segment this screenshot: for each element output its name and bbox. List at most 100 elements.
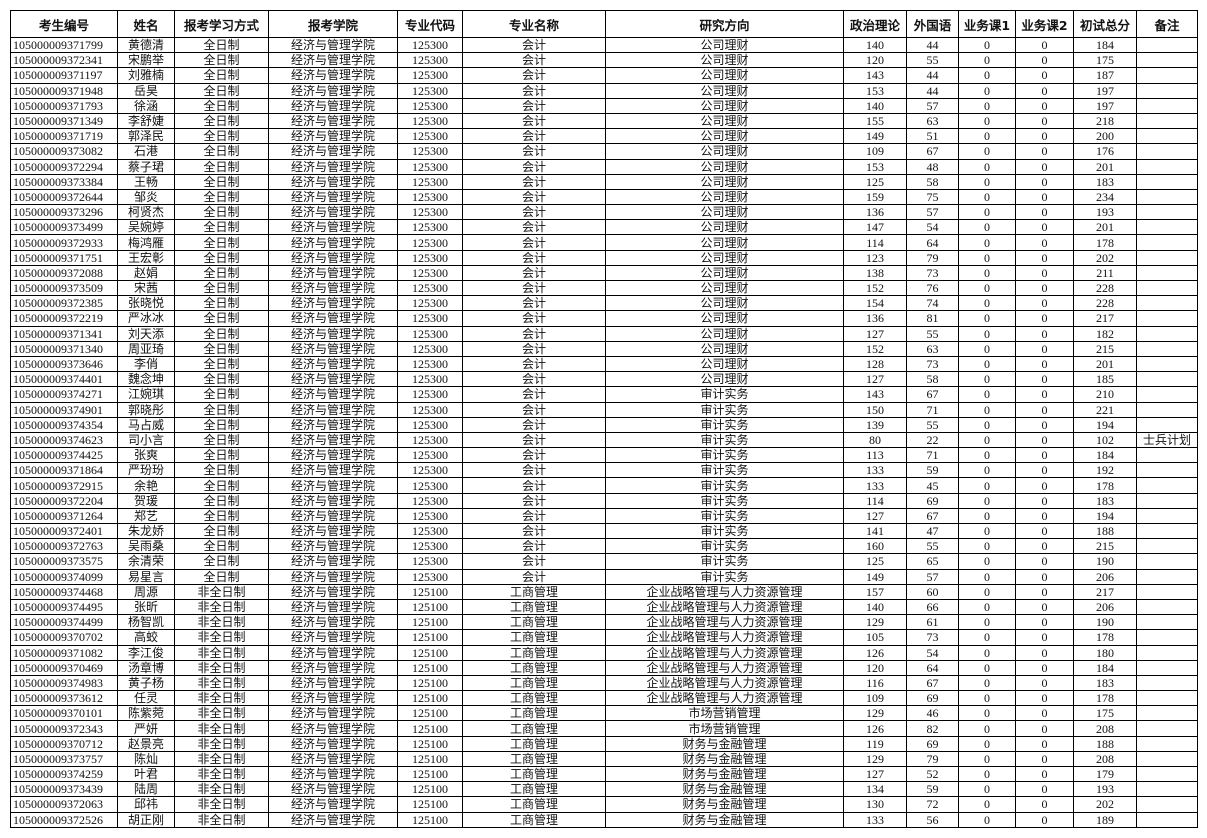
cell-study-mode: 非全日制 — [174, 720, 269, 737]
cell-course2-score: 0 — [1015, 553, 1074, 570]
cell-foreign-language-score: 59 — [906, 462, 959, 479]
cell-research-direction: 公司理财 — [605, 82, 844, 99]
cell-politics-score: 147 — [843, 219, 907, 236]
cell-total-score: 210 — [1073, 386, 1137, 403]
table-row: 105000009371082 李江俊 非全日制 经济与管理学院 125100 工商管理企… — [10, 644, 1198, 661]
cell-school: 经济与管理学院 — [268, 249, 398, 266]
cell-major-code: 125300 — [397, 538, 463, 555]
cell-candidate-id: 105000009371264 — [10, 507, 118, 525]
cell-study-mode: 全日制 — [174, 477, 269, 494]
cell-school: 经济与管理学院 — [268, 447, 398, 464]
cell-major-code: 125100 — [397, 765, 463, 783]
cell-foreign-language-score: 67 — [906, 674, 959, 692]
table-row: 105000009372644 邹炎 全日制 经济与管理学院 125300 会计 公司理财 1… — [10, 188, 1198, 206]
cell-remark — [1136, 295, 1198, 312]
cell-course2-score: 0 — [1015, 674, 1074, 692]
cell-candidate-id: 105000009370702 — [10, 629, 118, 646]
table-row: 105000009372385 张晓悦 全日制 经济与管理学院 125300 会计 公司理财… — [10, 295, 1198, 312]
cell-major-code: 125100 — [397, 659, 463, 676]
cell-foreign-language-score: 58 — [906, 173, 959, 190]
cell-course2-score: 0 — [1015, 431, 1074, 449]
cell-politics-score: 140 — [843, 36, 907, 54]
cell-study-mode: 全日制 — [174, 112, 269, 130]
cell-total-score: 206 — [1073, 568, 1137, 585]
cell-research-direction: 企业战略管理与人力资源管理 — [605, 629, 844, 646]
cell-major-name: 会计 — [462, 416, 606, 433]
cell-course2-score: 0 — [1015, 507, 1074, 525]
table-row: 105000009374401 魏念坤 全日制 经济与管理学院 125300 会计 公司理财… — [10, 371, 1198, 388]
table-row: 105000009374499 杨智凯 非全日制 经济与管理学院 125100 工商管理企… — [10, 614, 1198, 631]
cell-remark — [1136, 310, 1198, 327]
cell-remark — [1136, 765, 1198, 783]
cell-school: 经济与管理学院 — [268, 401, 398, 418]
header-row: 考生编号 姓名 报考学习方式 报考学院 专业代码 专业名称 研究方向 政治理论 外国语 业务课1 业… — [10, 10, 1198, 38]
cell-school: 经济与管理学院 — [268, 219, 398, 236]
cell-remark — [1136, 82, 1198, 99]
score-table: 考生编号 姓名 报考学习方式 报考学院 专业代码 专业名称 研究方向 政治理论 外国语 业务课1 业… — [10, 10, 1198, 828]
cell-school: 经济与管理学院 — [268, 598, 398, 616]
cell-remark — [1136, 705, 1198, 722]
cell-total-score: 180 — [1073, 644, 1137, 661]
cell-major-code: 125100 — [397, 674, 463, 692]
cell-course1-score: 0 — [958, 249, 1016, 266]
cell-major-code: 125300 — [397, 477, 463, 494]
cell-foreign-language-score: 65 — [906, 553, 959, 570]
cell-course1-score: 0 — [958, 598, 1016, 616]
cell-total-score: 187 — [1073, 67, 1137, 84]
cell-school: 经济与管理学院 — [268, 568, 398, 585]
cell-study-mode: 非全日制 — [174, 796, 269, 813]
table-row: 105000009372294 蔡子珺 全日制 经济与管理学院 125300 会计 公司理财… — [10, 158, 1198, 175]
cell-school: 经济与管理学院 — [268, 36, 398, 54]
cell-course2-score: 0 — [1015, 128, 1074, 145]
cell-politics-score: 136 — [843, 204, 907, 221]
cell-foreign-language-score: 57 — [906, 204, 959, 221]
cell-name: 严冰冰 — [117, 310, 175, 327]
cell-research-direction: 公司理财 — [605, 279, 844, 297]
cell-total-score: 188 — [1073, 735, 1137, 752]
cell-course2-score: 0 — [1015, 36, 1074, 54]
cell-course1-score: 0 — [958, 97, 1016, 114]
cell-study-mode: 非全日制 — [174, 735, 269, 752]
cell-remark — [1136, 371, 1198, 388]
cell-major-code: 125100 — [397, 644, 463, 661]
cell-major-name: 会计 — [462, 143, 606, 160]
cell-name: 徐涵 — [117, 97, 175, 114]
cell-name: 严妍 — [117, 720, 175, 737]
cell-study-mode: 非全日制 — [174, 598, 269, 616]
cell-remark — [1136, 219, 1198, 236]
cell-candidate-id: 105000009372526 — [10, 811, 118, 828]
cell-school: 经济与管理学院 — [268, 386, 398, 403]
cell-major-name: 会计 — [462, 325, 606, 342]
cell-course2-score: 0 — [1015, 750, 1074, 768]
cell-foreign-language-score: 56 — [906, 811, 959, 828]
table-row: 105000009372343 严妍 非全日制 经济与管理学院 125100 工商管理 市场… — [10, 720, 1198, 737]
cell-candidate-id: 105000009373296 — [10, 204, 118, 221]
cell-total-score: 190 — [1073, 553, 1137, 570]
cell-candidate-id: 105000009371948 — [10, 82, 118, 99]
cell-course1-score: 0 — [958, 112, 1016, 130]
cell-major-code: 125300 — [397, 97, 463, 114]
cell-school: 经济与管理学院 — [268, 522, 398, 540]
cell-name: 邹炎 — [117, 188, 175, 206]
cell-research-direction: 公司理财 — [605, 325, 844, 342]
cell-foreign-language-score: 57 — [906, 568, 959, 585]
cell-study-mode: 全日制 — [174, 249, 269, 266]
cell-candidate-id: 105000009373499 — [10, 219, 118, 236]
cell-major-code: 125300 — [397, 340, 463, 357]
cell-name: 李俏 — [117, 355, 175, 373]
cell-name: 严玢玢 — [117, 462, 175, 479]
cell-major-name: 会计 — [462, 188, 606, 206]
cell-study-mode: 非全日制 — [174, 811, 269, 828]
cell-course1-score: 0 — [958, 492, 1016, 509]
cell-study-mode: 非全日制 — [174, 750, 269, 768]
cell-remark — [1136, 462, 1198, 479]
cell-politics-score: 127 — [843, 507, 907, 525]
table-row: 105000009371948 岳昊 全日制 经济与管理学院 125300 会计 公司理财 1… — [10, 82, 1198, 99]
cell-course1-score: 0 — [958, 538, 1016, 555]
cell-course2-score: 0 — [1015, 67, 1074, 84]
cell-remark — [1136, 659, 1198, 676]
cell-name: 赵景亮 — [117, 735, 175, 752]
header-total-score: 初试总分 — [1073, 10, 1137, 38]
cell-candidate-id: 105000009372933 — [10, 234, 118, 251]
cell-major-name: 会计 — [462, 219, 606, 236]
